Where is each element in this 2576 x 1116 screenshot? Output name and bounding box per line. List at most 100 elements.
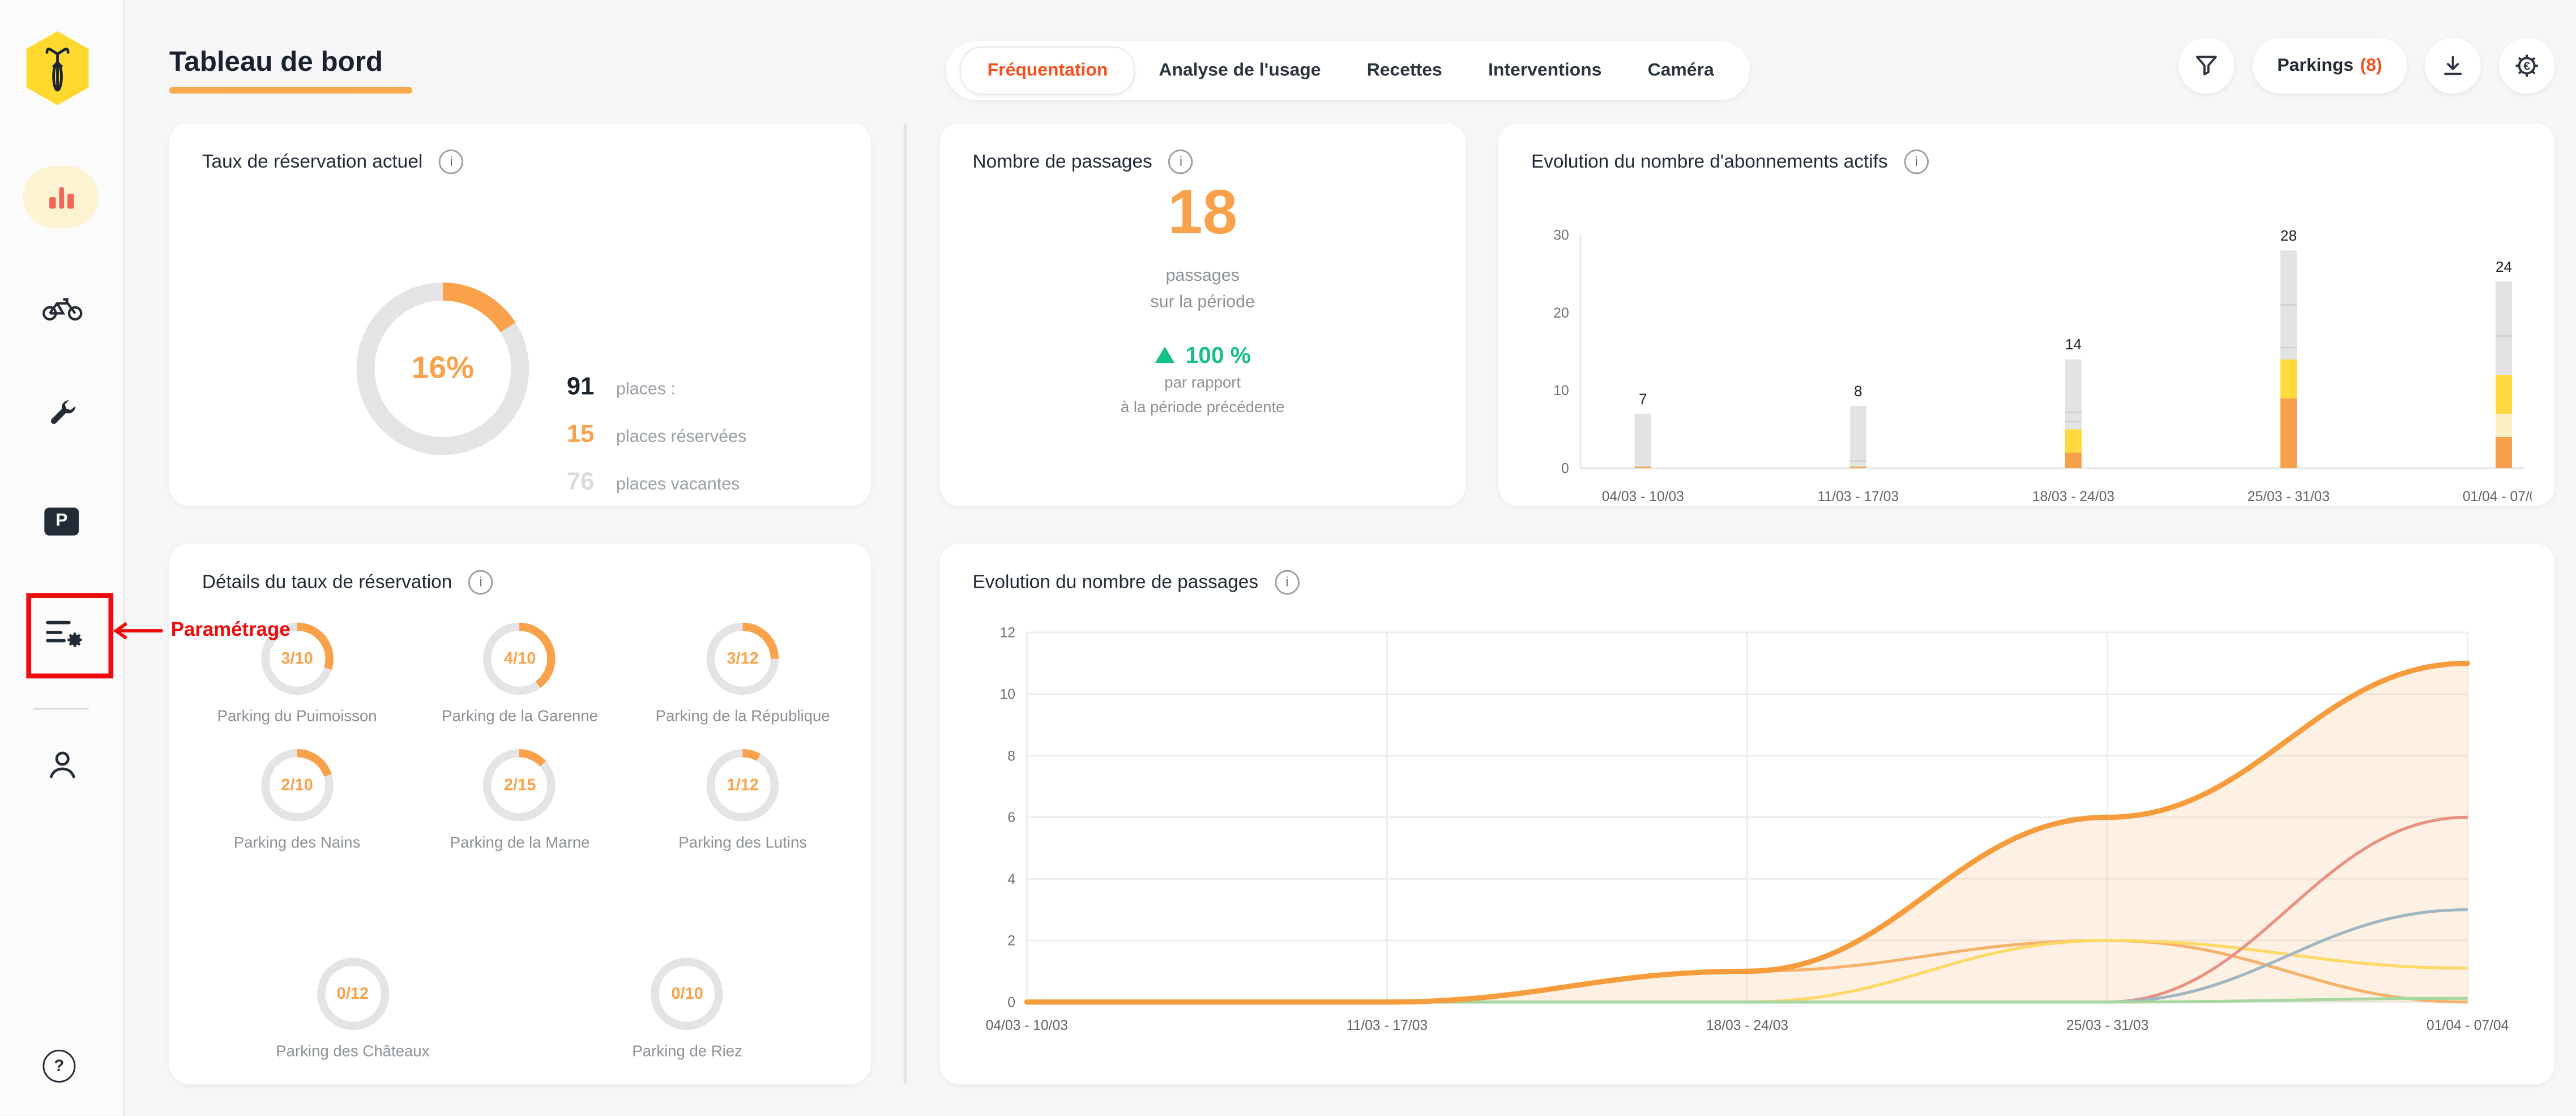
svg-text:11/03 - 17/03: 11/03 - 17/03 — [1818, 489, 1899, 504]
tab-1[interactable]: Analyse de l'usage — [1159, 61, 1321, 81]
parking-donut-item: 0/10 Parking de Riez — [576, 957, 799, 1061]
help-label: ? — [54, 1057, 65, 1075]
delta-line1: par rapport — [1164, 375, 1241, 394]
parkings-label: Parkings — [2277, 55, 2354, 76]
title-underline — [169, 87, 413, 93]
download-icon — [2444, 55, 2462, 75]
svg-text:2: 2 — [1007, 934, 1015, 949]
parking-donut-grid-last-row: 0/12 Parking des Châteaux 0/10 Parking de R… — [186, 957, 855, 1084]
info-icon[interactable]: i — [439, 149, 464, 174]
svg-text:04/03 - 10/03: 04/03 - 10/03 — [986, 1018, 1068, 1033]
sidebar-item-parkings[interactable]: P — [0, 485, 123, 557]
svg-text:01/04 - 07/04: 01/04 - 07/04 — [2427, 1018, 2509, 1033]
gear-euro-icon: € — [2515, 54, 2538, 77]
parking-donut-item: 0/12 Parking des Châteaux — [241, 957, 464, 1061]
card-title: Nombre de passages — [972, 152, 1152, 172]
card-title: Taux de réservation actuel — [202, 152, 423, 172]
sidebar-item-bikes[interactable] — [0, 271, 123, 344]
trend-up-icon — [1154, 347, 1174, 364]
tab-2[interactable]: Recettes — [1366, 61, 1442, 81]
header-actions: Parkings (8) € — [2178, 37, 2555, 94]
card-reservation-rate: Taux de réservation actuel i 16% 91 place… — [169, 123, 871, 506]
svg-text:14: 14 — [2065, 336, 2082, 353]
sidebar: P ? — [0, 0, 125, 1115]
sidebar-item-account[interactable] — [0, 729, 123, 802]
info-icon[interactable]: i — [1275, 570, 1300, 595]
svg-text:€: € — [2523, 59, 2530, 72]
parking-donut-item: 2/10 Parking des Nains — [186, 749, 409, 853]
card-reservation-details: Détails du taux de réservation i 3/10 Par… — [169, 544, 871, 1084]
svg-text:0: 0 — [1007, 995, 1015, 1010]
svg-text:30: 30 — [1553, 228, 1569, 243]
parking-icon: P — [44, 507, 79, 535]
svg-text:18/03 - 24/03: 18/03 - 24/03 — [1706, 1018, 1788, 1033]
rate-stats: 91 places : 15 places réservées 76 places vac… — [567, 373, 746, 497]
tab-4[interactable]: Caméra — [1647, 61, 1714, 81]
info-icon[interactable]: i — [1168, 149, 1194, 174]
svg-text:0: 0 — [1561, 461, 1569, 477]
sidebar-item-parametrage[interactable] — [0, 596, 123, 669]
card-passages: Nombre de passages i 18 passages sur la … — [939, 123, 1466, 506]
parking-donut-grid: 3/10 Parking du Puimoisson 4/10 Parking de … — [186, 622, 855, 876]
info-icon[interactable]: i — [468, 570, 493, 595]
svg-text:12: 12 — [1000, 626, 1015, 641]
svg-text:10: 10 — [1000, 687, 1015, 702]
card-title: Détails du taux de réservation — [202, 572, 452, 592]
reservation-rate-donut: 16% — [356, 283, 529, 455]
settings-button[interactable]: € — [2498, 37, 2555, 94]
annotation-box — [26, 593, 114, 679]
passages-unit2: sur la période — [1150, 292, 1255, 312]
user-icon — [49, 751, 75, 779]
svg-text:18/03 - 24/03: 18/03 - 24/03 — [2032, 489, 2114, 504]
parking-donut-item: 1/12 Parking des Lutins — [631, 749, 855, 853]
parking-donut-item: 2/15 Parking de la Marne — [408, 749, 631, 853]
svg-text:20: 20 — [1553, 306, 1569, 321]
card-title: Evolution du nombre de passages — [972, 572, 1259, 592]
download-button[interactable] — [2425, 37, 2481, 94]
subscriptions-bar-chart: 0 10 20 30 7 04/03 - 10/03 8 11/03 - 17/03 14 18/… — [1522, 186, 2545, 523]
filter-button[interactable] — [2178, 37, 2235, 94]
svg-text:25/03 - 31/03: 25/03 - 31/03 — [2066, 1018, 2148, 1033]
wrench-icon — [50, 400, 75, 424]
parking-donut-item: 4/10 Parking de la Garenne — [408, 622, 631, 726]
svg-text:25/03 - 31/03: 25/03 - 31/03 — [2248, 489, 2330, 504]
sidebar-item-dashboard[interactable] — [0, 161, 123, 233]
parkings-button[interactable]: Parkings (8) — [2252, 37, 2407, 94]
bicycle-logo-icon — [45, 46, 70, 91]
delta-value: 100 % — [1185, 342, 1251, 369]
svg-text:7: 7 — [1639, 390, 1647, 407]
svg-text:10: 10 — [1553, 383, 1569, 399]
passages-line-chart: 0 2 4 6 8 10 12 04/03 - 10/03 11/03 - 17/03 18/03… — [973, 609, 2522, 1061]
rate-percent: 16% — [411, 350, 475, 386]
column-divider — [903, 123, 907, 1084]
svg-text:4: 4 — [1007, 872, 1015, 887]
info-icon[interactable]: i — [1904, 149, 1929, 174]
annotation-arrow-icon — [113, 622, 163, 640]
svg-text:24: 24 — [2496, 258, 2512, 275]
annotation-label: Paramétrage — [170, 617, 291, 641]
help-button[interactable]: ? — [42, 1049, 76, 1083]
tab-0[interactable]: Fréquentation — [959, 46, 1136, 96]
svg-text:8: 8 — [1007, 749, 1015, 764]
list-gear-icon — [45, 619, 82, 647]
passages-unit1: passages — [1165, 266, 1240, 286]
passages-value: 18 — [1168, 179, 1238, 249]
svg-text:6: 6 — [1007, 810, 1015, 826]
tab-bar: Fréquentation Analyse de l'usage Recettes I… — [946, 41, 1750, 100]
card-subscriptions-chart: Evolution du nombre d'abonnements actifs… — [1498, 123, 2555, 506]
svg-text:8: 8 — [1854, 383, 1862, 400]
card-passages-evolution-chart: Evolution du nombre de passages i 0 2 4 6 8 1… — [939, 544, 2555, 1084]
card-title: Evolution du nombre d'abonnements actifs — [1531, 152, 1888, 172]
parkings-count: (8) — [2360, 55, 2382, 76]
filter-icon — [2196, 55, 2217, 76]
sidebar-divider — [33, 708, 89, 710]
rate-stat-row: 76 places vacantes — [566, 468, 740, 497]
tab-3[interactable]: Interventions — [1488, 61, 1602, 81]
bar-chart-icon — [49, 186, 74, 208]
sidebar-item-maintenance[interactable] — [0, 378, 123, 450]
parking-donut-item: 3/10 Parking du Puimoisson — [186, 622, 409, 726]
page-title: Tableau de bord — [169, 46, 383, 78]
app-logo[interactable] — [26, 31, 89, 105]
delta-line2: à la période précédente — [1120, 398, 1285, 417]
